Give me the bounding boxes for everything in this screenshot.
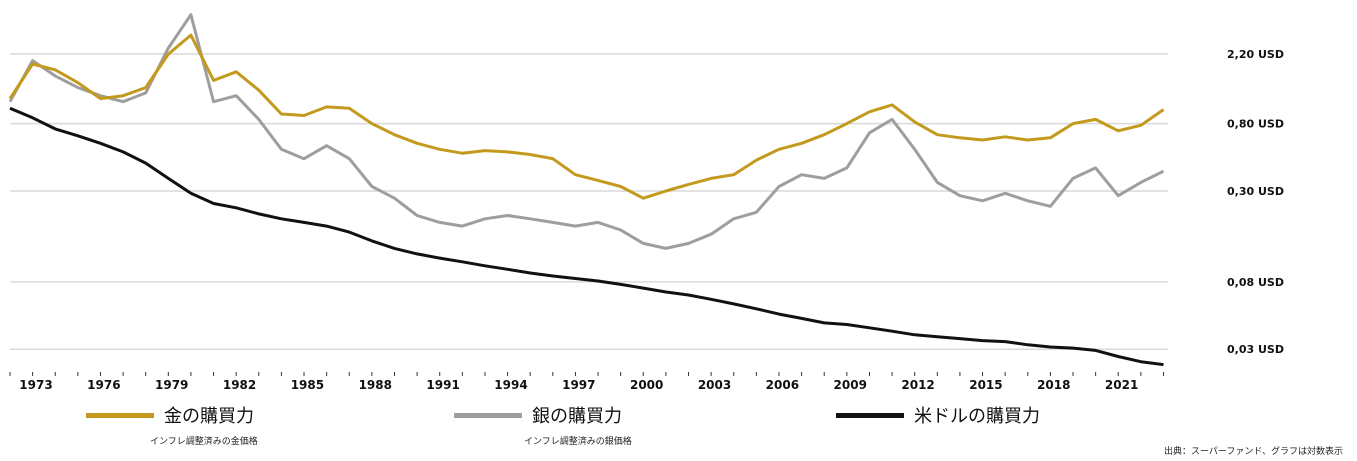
series-line-silver xyxy=(8,13,1165,250)
dollar-swatch xyxy=(836,412,904,418)
legend-silver: 銀の購買力 インフレ調整済みの銀価格 xyxy=(454,402,632,447)
legend-dollar-label: 米ドルの購買力 xyxy=(914,406,1040,427)
legend-gold-sub: インフレ調整済みの金価格 xyxy=(150,437,258,447)
gold-swatch xyxy=(86,412,154,418)
legend-gold-label: 金の購買力 xyxy=(164,406,254,427)
y-tick-label: 0,08 USD xyxy=(1227,276,1284,289)
x-tick-label: 2018 xyxy=(1037,378,1070,392)
legend-dollar: 米ドルの購買力 xyxy=(836,402,1040,428)
chart: 2,20 USD 0,80 USD 0,30 USD 0,08 USD 0,03 USD… xyxy=(8,13,1284,392)
silver-swatch xyxy=(454,412,522,418)
y-tick-label: 0,30 USD xyxy=(1227,185,1284,198)
x-tick-label: 1979 xyxy=(155,378,188,392)
series-line-dollar xyxy=(9,106,1164,367)
x-tick-label: 2003 xyxy=(698,378,731,392)
legend-silver-label: 銀の購買力 xyxy=(532,406,622,427)
x-tick-label: 1997 xyxy=(562,378,595,392)
x-tick-label: 1985 xyxy=(291,378,324,392)
y-tick-label: 0,03 USD xyxy=(1227,343,1284,356)
x-tick-label: 2015 xyxy=(969,378,1002,392)
x-tick-label: 1973 xyxy=(19,378,52,392)
y-tick-label: 0,80 USD xyxy=(1227,118,1284,131)
grid-lines xyxy=(10,53,1168,350)
x-tick-label: 2009 xyxy=(834,378,867,392)
x-tick-label: 2000 xyxy=(630,378,663,392)
series-line-gold xyxy=(8,33,1165,200)
y-axis-labels: 2,20 USD 0,80 USD 0,30 USD 0,08 USD 0,03 USD xyxy=(1227,48,1284,356)
legend-gold: 金の購買力 インフレ調整済みの金価格 xyxy=(86,402,258,447)
x-tick-label: 1982 xyxy=(223,378,256,392)
x-tick-label: 2021 xyxy=(1105,378,1138,392)
series-lines xyxy=(8,13,1165,367)
source-note: 出典：スーパーファンド、グラフは対数表示 xyxy=(1163,447,1343,457)
x-tick-label: 1976 xyxy=(87,378,120,392)
y-tick-label: 2,20 USD xyxy=(1227,48,1284,61)
x-tick-label: 1991 xyxy=(426,378,459,392)
legend-silver-sub: インフレ調整済みの銀価格 xyxy=(524,437,632,447)
x-tick-label: 2012 xyxy=(901,378,934,392)
x-tick-label: 1994 xyxy=(494,378,527,392)
x-axis-labels: 1973 1976 1979 1982 1985 1988 1991 1994 1997 2000… xyxy=(9,372,1164,392)
x-tick-label: 2006 xyxy=(766,378,799,392)
x-tick-label: 1988 xyxy=(359,378,392,392)
